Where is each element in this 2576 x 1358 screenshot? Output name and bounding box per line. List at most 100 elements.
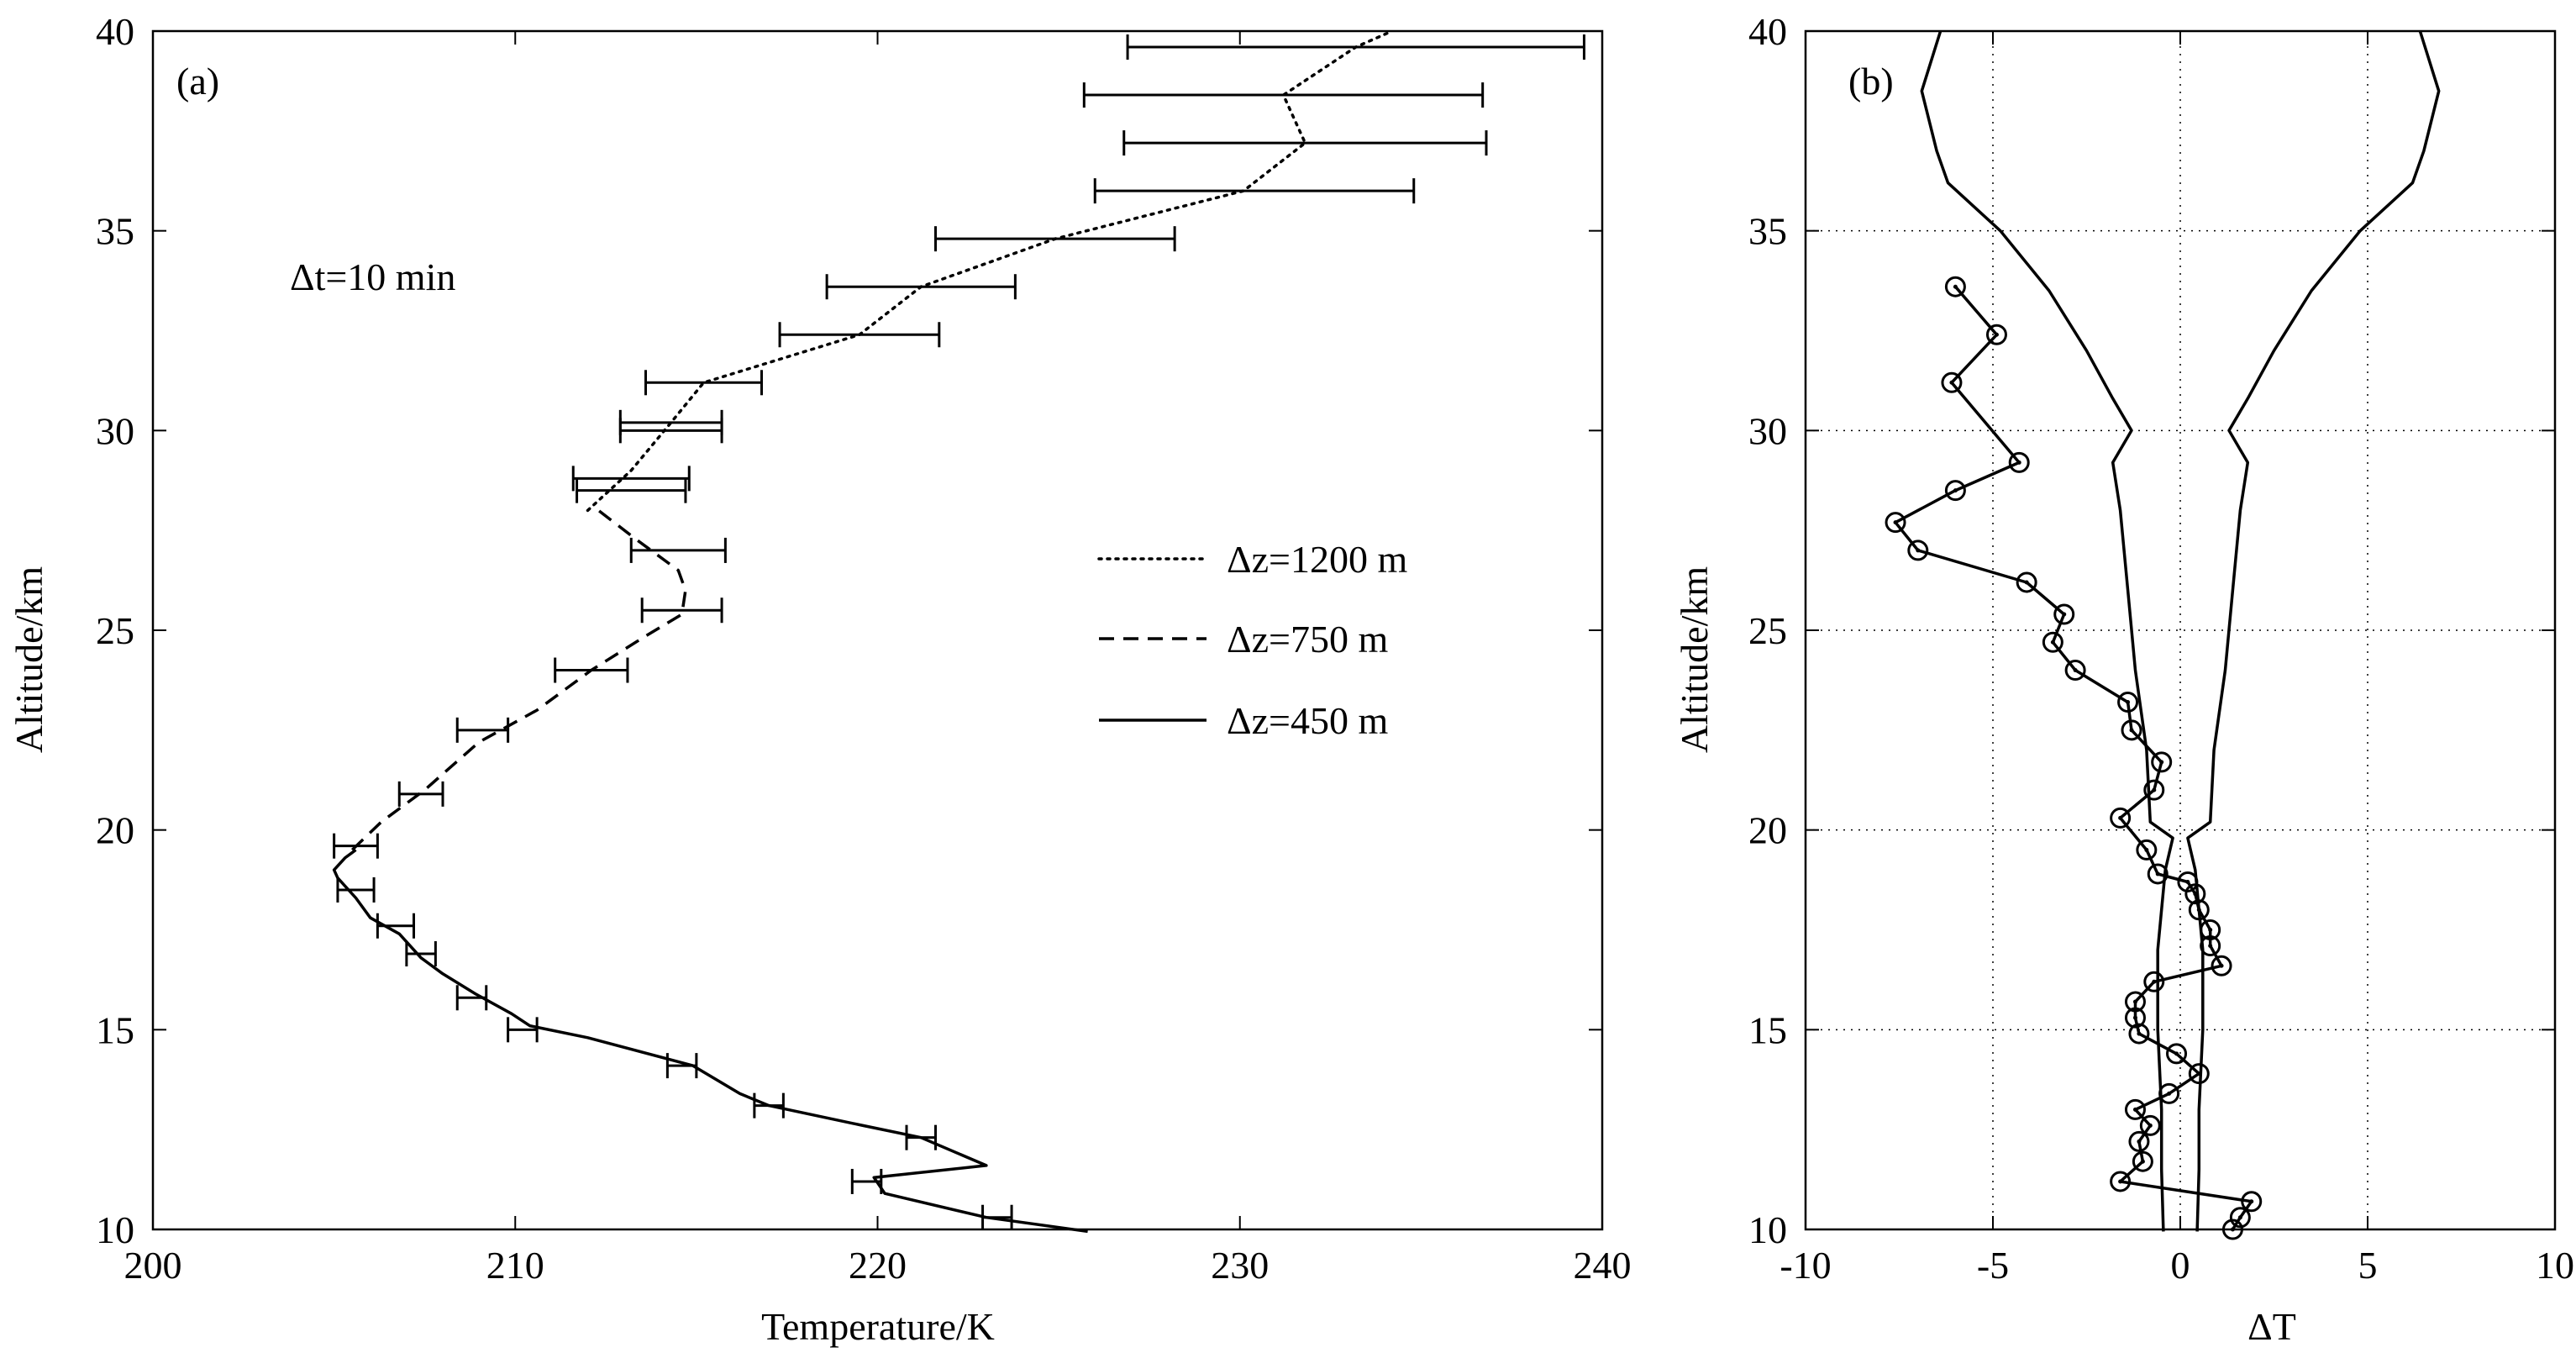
data-point-center bbox=[1994, 332, 1999, 337]
x-tick-label: 10 bbox=[2536, 1244, 2574, 1287]
data-point-center bbox=[2140, 1159, 2145, 1164]
tick-labels-a: 200 210 220 230 240 10 15 20 25 30 35 40 bbox=[96, 10, 1632, 1287]
y-axis-label-a: Altitude/km bbox=[8, 566, 50, 754]
series-line-2 bbox=[1920, 30, 2174, 1232]
data-point bbox=[2136, 839, 2158, 861]
data-point-center bbox=[2050, 640, 2055, 645]
data-point-center bbox=[1953, 488, 1958, 493]
y-tick-label: 10 bbox=[96, 1208, 134, 1251]
panel-label-b: (b) bbox=[1848, 60, 1894, 103]
x-tick-label: 230 bbox=[1211, 1244, 1269, 1287]
data-point bbox=[2143, 971, 2165, 992]
data-point-center bbox=[2062, 612, 2067, 617]
data-point-center bbox=[2167, 1091, 2172, 1096]
series-line-1 bbox=[586, 29, 1394, 513]
legend-label-2: Δz=750 m bbox=[1227, 618, 1388, 661]
data-point bbox=[2042, 631, 2063, 653]
y-tick-label: 10 bbox=[1748, 1208, 1787, 1251]
series-line-1 bbox=[1894, 286, 2253, 1230]
data-point bbox=[2143, 779, 2165, 801]
data-point-center bbox=[2155, 871, 2160, 876]
data-point-center bbox=[1916, 548, 1921, 553]
data-point bbox=[2151, 751, 2173, 773]
y-tick-label: 35 bbox=[1748, 210, 1787, 253]
data-point bbox=[2124, 991, 2146, 1013]
data-point bbox=[2110, 807, 2132, 829]
y-tick-label: 25 bbox=[96, 609, 134, 652]
y-tick-label: 35 bbox=[96, 210, 134, 253]
legend-label-1: Δz=1200 m bbox=[1227, 538, 1407, 581]
data-point-center bbox=[1893, 520, 1898, 525]
data-point bbox=[2128, 1130, 2150, 1152]
data-point bbox=[2117, 692, 2139, 713]
annotation-a: Δt=10 min bbox=[290, 255, 455, 298]
data-point-center bbox=[2208, 944, 2213, 949]
data-point-center bbox=[2159, 760, 2164, 765]
data-point-center bbox=[2129, 728, 2134, 733]
data-point bbox=[2147, 863, 2169, 885]
data-point bbox=[1907, 540, 1929, 561]
data-point-center bbox=[2208, 928, 2213, 932]
y-tick-label: 20 bbox=[96, 809, 134, 852]
y-tick-label: 20 bbox=[1748, 809, 1787, 852]
x-axis-label-b: ΔT bbox=[2247, 1305, 2296, 1348]
data-point bbox=[2241, 1191, 2263, 1213]
x-tick-label: -5 bbox=[1977, 1244, 2009, 1287]
data-point-center bbox=[2237, 1215, 2242, 1220]
panel-label-a: (a) bbox=[176, 60, 219, 103]
series-a bbox=[332, 29, 1585, 1234]
series-line-3 bbox=[2186, 30, 2441, 1232]
series-line-2 bbox=[350, 509, 687, 851]
data-point bbox=[2128, 1023, 2150, 1045]
data-point-center bbox=[2152, 787, 2157, 792]
data-point-center bbox=[2144, 847, 2149, 852]
data-point bbox=[2166, 1043, 2188, 1065]
x-tick-label: -10 bbox=[1780, 1244, 1831, 1287]
data-point bbox=[1944, 276, 1966, 297]
data-point bbox=[1985, 324, 2007, 345]
panel-b: -10 -5 0 5 10 10 15 20 25 30 35 40 (b) ΔT Altitude/… bbox=[1673, 10, 2574, 1348]
data-point-center bbox=[2185, 879, 2190, 884]
data-point-center bbox=[2132, 999, 2137, 1004]
data-point-center bbox=[2132, 1107, 2137, 1112]
data-point bbox=[2110, 1171, 2132, 1192]
tick-marks-a bbox=[152, 30, 1603, 1230]
data-point bbox=[1941, 371, 1963, 393]
y-tick-label: 30 bbox=[1748, 409, 1787, 452]
series-line-3 bbox=[332, 848, 1088, 1234]
y-tick-label: 40 bbox=[1748, 10, 1787, 53]
data-point-center bbox=[2219, 963, 2224, 968]
y-tick-label: 40 bbox=[96, 10, 134, 53]
data-point bbox=[2229, 1207, 2251, 1229]
data-point bbox=[2221, 1219, 2243, 1240]
data-point-center bbox=[2137, 1139, 2142, 1144]
x-tick-label: 210 bbox=[486, 1244, 544, 1287]
grid-b bbox=[1806, 31, 2555, 1229]
x-axis-label-a: Temperature/K bbox=[761, 1305, 995, 1348]
legend-label-3: Δz=450 m bbox=[1227, 699, 1388, 742]
data-point bbox=[2124, 1098, 2146, 1120]
data-point-center bbox=[2230, 1227, 2235, 1232]
data-point-center bbox=[1949, 380, 1954, 385]
data-point bbox=[2016, 571, 2037, 593]
data-point-center bbox=[2118, 815, 2123, 820]
data-point bbox=[1885, 512, 1906, 534]
tick-labels-b: -10 -5 0 5 10 10 15 20 25 30 35 40 bbox=[1748, 10, 2574, 1287]
data-point bbox=[2121, 719, 2142, 741]
y-tick-label: 15 bbox=[1748, 1008, 1787, 1051]
y-axis-label-b: Altitude/km bbox=[1673, 566, 1716, 754]
x-tick-label: 5 bbox=[2358, 1244, 2378, 1287]
data-point bbox=[2211, 955, 2232, 976]
y-tick-label: 25 bbox=[1748, 609, 1787, 652]
data-point-center bbox=[2137, 1031, 2142, 1036]
y-tick-label: 15 bbox=[96, 1008, 134, 1051]
y-tick-label: 30 bbox=[96, 409, 134, 452]
x-tick-label: 0 bbox=[2171, 1244, 2190, 1287]
tick-marks-b bbox=[1805, 30, 2556, 1230]
data-point-center bbox=[1953, 284, 1958, 289]
data-point-center bbox=[2126, 700, 2131, 705]
data-point-center bbox=[2073, 668, 2078, 673]
legend: Δz=1200 m Δz=750 m Δz=450 m bbox=[1097, 538, 1407, 742]
data-point-center bbox=[2152, 979, 2157, 984]
